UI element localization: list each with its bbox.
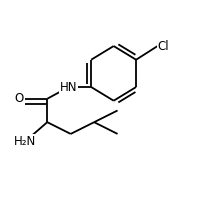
Text: O: O xyxy=(14,92,24,105)
Text: H₂N: H₂N xyxy=(14,135,36,148)
Text: HN: HN xyxy=(60,81,77,94)
Text: Cl: Cl xyxy=(158,40,169,53)
